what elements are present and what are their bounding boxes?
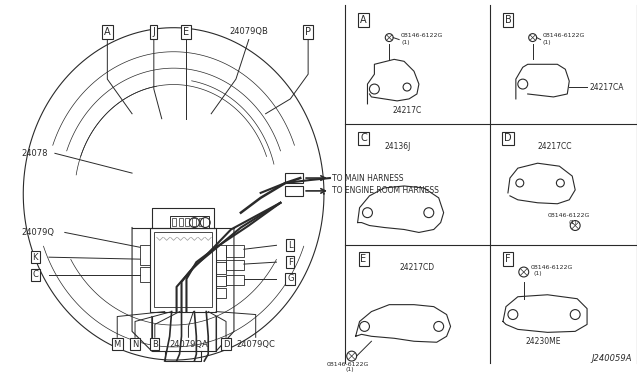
- Bar: [140, 267, 150, 282]
- Text: 24136J: 24136J: [384, 142, 411, 151]
- Text: (1): (1): [569, 220, 577, 225]
- Text: A: A: [360, 15, 367, 25]
- Bar: [285, 173, 303, 183]
- Text: B: B: [152, 340, 157, 349]
- Circle shape: [385, 33, 393, 42]
- Text: 24079QB: 24079QB: [229, 27, 268, 36]
- Text: (1): (1): [534, 272, 542, 276]
- Text: D: D: [223, 340, 229, 349]
- Text: 08146-6122G: 08146-6122G: [326, 362, 369, 366]
- Text: F: F: [288, 258, 292, 267]
- Bar: [226, 260, 244, 270]
- Text: 24217CA: 24217CA: [589, 83, 623, 92]
- Text: E: E: [184, 27, 189, 37]
- Bar: [150, 228, 216, 312]
- Text: A: A: [104, 27, 111, 37]
- Circle shape: [200, 218, 210, 228]
- Bar: [140, 245, 150, 265]
- Bar: [154, 232, 212, 307]
- Text: G: G: [287, 275, 294, 283]
- Text: 24079QC: 24079QC: [236, 340, 275, 349]
- Bar: [179, 218, 182, 225]
- Text: (1): (1): [346, 368, 354, 372]
- Bar: [216, 245, 226, 260]
- Bar: [193, 218, 196, 225]
- Text: N: N: [132, 340, 138, 349]
- Bar: [186, 218, 189, 225]
- Text: 08146-6122G: 08146-6122G: [531, 264, 573, 270]
- Bar: [285, 186, 303, 196]
- Text: TO MAIN HARNESS: TO MAIN HARNESS: [332, 174, 403, 183]
- Text: 24217C: 24217C: [392, 106, 422, 115]
- Bar: [170, 216, 209, 228]
- Text: 08146-6122G: 08146-6122G: [401, 33, 444, 38]
- Text: P: P: [305, 27, 311, 37]
- Text: D: D: [504, 134, 512, 144]
- Bar: [216, 288, 226, 298]
- Text: 24079Q: 24079Q: [21, 228, 54, 237]
- Text: L: L: [288, 241, 292, 250]
- Text: (1): (1): [401, 40, 410, 45]
- Text: 24079QA: 24079QA: [169, 340, 208, 349]
- Text: 24230ME: 24230ME: [525, 337, 561, 346]
- Text: (1): (1): [543, 40, 551, 45]
- Text: TO ENGINE ROOM HARNESS: TO ENGINE ROOM HARNESS: [332, 186, 439, 195]
- Circle shape: [570, 221, 580, 231]
- Text: E: E: [360, 254, 367, 264]
- Bar: [172, 218, 175, 225]
- Text: K: K: [33, 253, 38, 262]
- Text: 08146-6122G: 08146-6122G: [548, 213, 591, 218]
- Text: F: F: [505, 254, 511, 264]
- Text: J: J: [152, 27, 156, 37]
- Bar: [199, 218, 204, 225]
- Text: 24078: 24078: [21, 149, 48, 158]
- Circle shape: [347, 351, 356, 361]
- Bar: [216, 262, 226, 274]
- Text: C: C: [32, 270, 38, 279]
- Bar: [216, 276, 226, 286]
- Text: 24217CD: 24217CD: [399, 263, 435, 272]
- Circle shape: [529, 33, 536, 42]
- Text: J240059A: J240059A: [591, 353, 632, 363]
- Text: 24217CC: 24217CC: [538, 142, 572, 151]
- Text: M: M: [114, 340, 121, 349]
- Bar: [226, 275, 244, 285]
- Text: 08146-6122G: 08146-6122G: [543, 33, 585, 38]
- Bar: [226, 245, 244, 257]
- Text: C: C: [360, 134, 367, 144]
- Text: B: B: [504, 15, 511, 25]
- Circle shape: [189, 218, 199, 228]
- Circle shape: [519, 267, 529, 277]
